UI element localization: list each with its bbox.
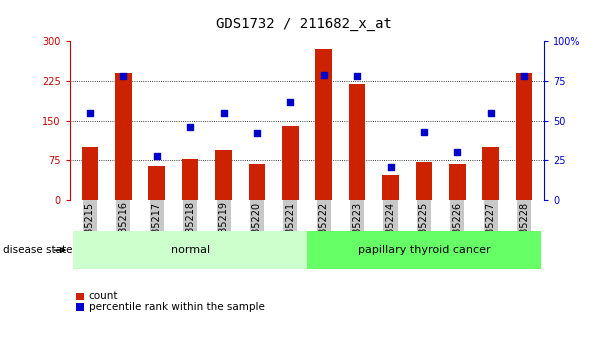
Text: GDS1732 / 211682_x_at: GDS1732 / 211682_x_at (216, 17, 392, 31)
Point (385, 164, 395, 169)
Text: papillary thyroid cancer: papillary thyroid cancer (358, 245, 490, 255)
Bar (282, 126, 299, 200)
Bar (349, 84, 365, 200)
Point (152, 153, 162, 158)
Text: normal: normal (171, 245, 210, 255)
Bar (215, 150, 232, 200)
Bar (482, 147, 499, 200)
Bar (307, 231, 541, 269)
Point (352, 73, 362, 79)
Bar (148, 166, 165, 200)
Point (85, 110, 95, 116)
Bar (516, 73, 533, 200)
Bar (382, 175, 399, 200)
Point (486, 110, 496, 116)
Bar (449, 164, 466, 200)
Point (319, 72, 328, 78)
Bar (115, 73, 132, 200)
Bar (249, 164, 265, 200)
Point (185, 124, 195, 130)
Text: percentile rank within the sample: percentile rank within the sample (89, 302, 264, 312)
Point (119, 73, 128, 79)
Text: count: count (89, 292, 119, 301)
Bar (416, 162, 432, 200)
Bar (316, 49, 332, 200)
Bar (73, 231, 307, 269)
Point (519, 73, 529, 79)
Bar (182, 159, 198, 200)
Point (452, 150, 462, 155)
Point (219, 110, 229, 116)
Bar (81, 147, 98, 200)
Point (252, 131, 262, 136)
Point (286, 99, 295, 105)
Point (419, 129, 429, 135)
Text: disease state: disease state (3, 245, 72, 255)
